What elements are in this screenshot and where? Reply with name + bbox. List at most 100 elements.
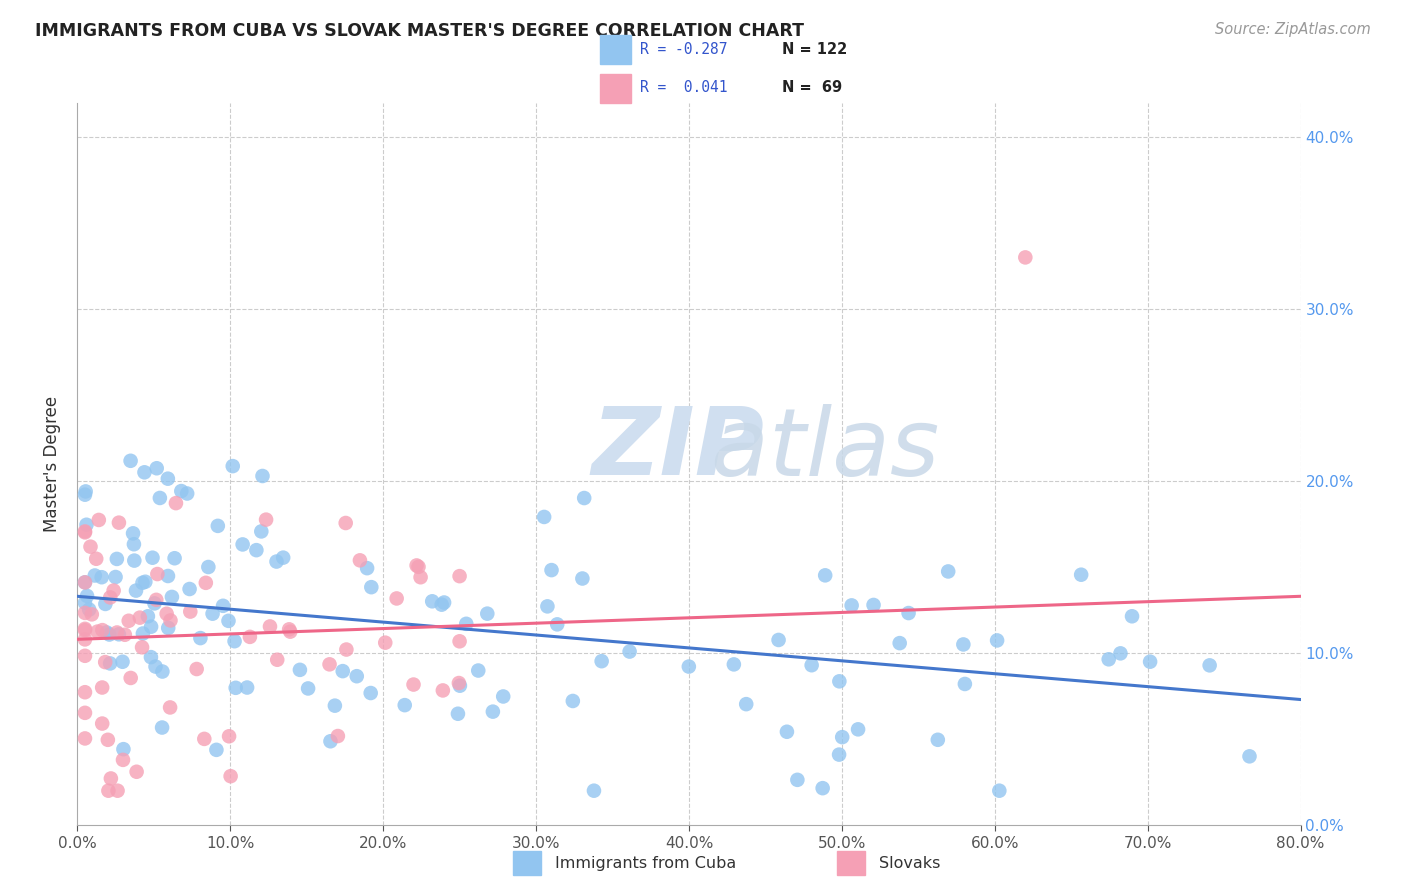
Point: [723, 657, 745, 672]
Point: [75, 484, 97, 499]
Point: [80, 607, 103, 622]
Point: [170, 484, 193, 499]
Point: [420, 594, 443, 608]
Point: [131, 575, 153, 590]
Point: [112, 742, 135, 756]
Point: [678, 659, 700, 673]
Point: [125, 764, 148, 779]
Point: [157, 621, 180, 635]
Point: [98, 591, 121, 605]
Point: [776, 724, 799, 739]
Point: [163, 551, 186, 566]
Point: [120, 671, 142, 685]
Text: IMMIGRANTS FROM CUBA VS SLOVAK MASTER'S DEGREE CORRELATION CHART: IMMIGRANTS FROM CUBA VS SLOVAK MASTER'S …: [35, 22, 804, 40]
Point: [1121, 609, 1143, 624]
Point: [73, 685, 96, 699]
Point: [94, 597, 117, 611]
Text: atlas: atlas: [591, 404, 939, 495]
Point: [218, 614, 240, 628]
Point: [449, 634, 471, 648]
Point: [591, 654, 613, 668]
Point: [86, 624, 108, 639]
Point: [79, 540, 101, 554]
Point: [146, 567, 169, 582]
Point: [190, 631, 212, 645]
Point: [735, 697, 758, 711]
Point: [179, 582, 201, 596]
Point: [194, 575, 217, 590]
Point: [134, 574, 156, 589]
Point: [536, 599, 558, 614]
Point: [266, 653, 288, 667]
Point: [862, 598, 884, 612]
Point: [254, 513, 277, 527]
Point: [232, 537, 254, 551]
Point: [150, 721, 173, 735]
Point: [1014, 251, 1036, 265]
Point: [582, 783, 605, 797]
Point: [136, 609, 159, 624]
Point: [986, 633, 1008, 648]
Point: [73, 575, 96, 590]
Point: [409, 570, 432, 584]
Point: [477, 607, 499, 621]
Point: [936, 565, 959, 579]
Text: Slovaks: Slovaks: [879, 855, 941, 871]
Point: [1109, 646, 1132, 660]
Point: [100, 772, 122, 786]
Point: [120, 454, 142, 468]
Bar: [600, 74, 631, 103]
Point: [574, 491, 596, 505]
Point: [124, 553, 146, 567]
Point: [346, 669, 368, 683]
Point: [165, 496, 187, 510]
Point: [828, 674, 851, 689]
Point: [814, 568, 837, 582]
Point: [73, 488, 96, 502]
Point: [193, 731, 215, 746]
Point: [156, 569, 179, 583]
Point: [111, 655, 134, 669]
Point: [141, 550, 163, 565]
Point: [160, 590, 183, 604]
Point: [467, 664, 489, 678]
Point: [197, 560, 219, 574]
Point: [405, 558, 427, 573]
Point: [134, 465, 156, 479]
Point: [988, 783, 1011, 797]
Point: [107, 783, 129, 797]
Point: [952, 637, 974, 651]
Point: [122, 526, 145, 541]
Point: [432, 683, 454, 698]
Point: [236, 681, 259, 695]
Text: N = 122: N = 122: [782, 42, 848, 57]
Point: [349, 553, 371, 567]
Point: [252, 469, 274, 483]
Bar: [513, 851, 541, 875]
Point: [1239, 749, 1261, 764]
Point: [73, 731, 96, 746]
Point: [456, 616, 478, 631]
Point: [73, 524, 96, 539]
Point: [207, 519, 229, 533]
Point: [73, 622, 96, 636]
Point: [897, 606, 920, 620]
Point: [159, 614, 181, 628]
Point: [326, 729, 349, 743]
Point: [103, 583, 125, 598]
Point: [73, 575, 96, 590]
Point: [278, 623, 301, 637]
Point: [335, 642, 357, 657]
Point: [108, 516, 131, 530]
Point: [889, 636, 911, 650]
Point: [150, 665, 173, 679]
Point: [927, 732, 949, 747]
Point: [105, 552, 128, 566]
Point: [84, 551, 107, 566]
Point: [219, 769, 242, 783]
Point: [128, 610, 150, 624]
Point: [73, 606, 96, 620]
Point: [561, 694, 583, 708]
Point: [288, 663, 311, 677]
Point: [402, 677, 425, 691]
